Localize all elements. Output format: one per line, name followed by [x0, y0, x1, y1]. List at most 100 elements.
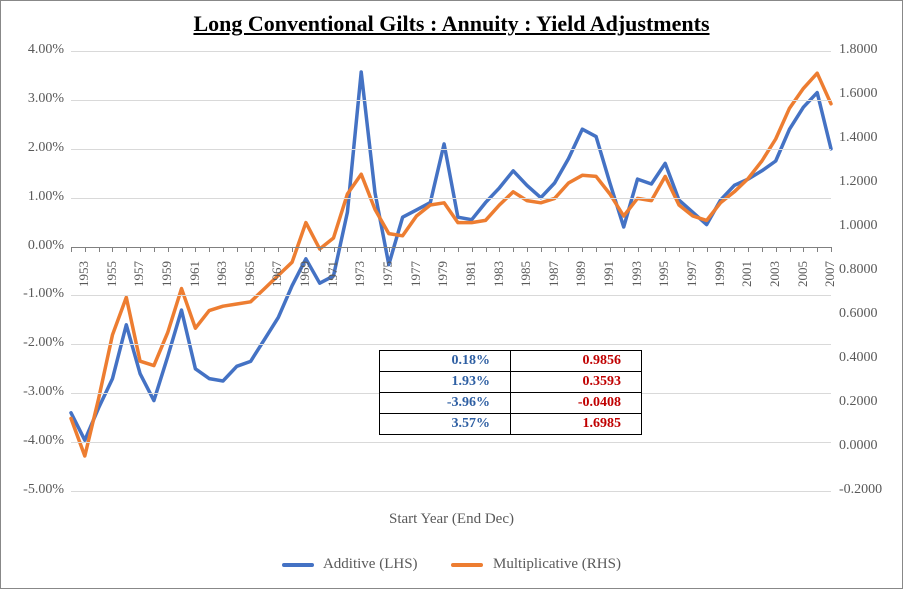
x-tick-label: 1993	[629, 261, 645, 287]
x-tick-label: 2001	[739, 261, 755, 287]
x-tick	[306, 247, 307, 252]
x-tick-label: 1955	[104, 261, 120, 287]
grid-line	[71, 344, 831, 345]
x-tick	[776, 247, 777, 252]
x-tick	[638, 247, 639, 252]
x-tick	[748, 247, 749, 252]
grid-line	[71, 100, 831, 101]
y-right-tick-label: 0.8000	[839, 262, 899, 278]
grid-line	[71, 442, 831, 443]
y-left-tick-label: 1.00%	[4, 189, 64, 205]
x-tick	[168, 247, 169, 252]
legend-swatch-additive	[282, 563, 314, 567]
y-left-tick-label: -5.00%	[4, 482, 64, 498]
x-tick	[361, 247, 362, 252]
x-tick-label: 1977	[408, 261, 424, 287]
y-right-tick-label: 1.6000	[839, 86, 899, 102]
x-tick-label: 1987	[546, 261, 562, 287]
x-tick	[555, 247, 556, 252]
x-tick	[320, 247, 321, 252]
y-left-tick-label: -1.00%	[4, 286, 64, 302]
x-tick	[278, 247, 279, 252]
x-tick-label: 1969	[297, 261, 313, 287]
y-left-tick-label: 3.00%	[4, 91, 64, 107]
x-tick	[223, 247, 224, 252]
y-right-tick-label: 1.2000	[839, 174, 899, 190]
x-tick-label: 1979	[435, 261, 451, 287]
stat-left: -3.96%	[380, 393, 511, 414]
y-right-tick-label: 0.4000	[839, 350, 899, 366]
y-right-tick-label: 0.6000	[839, 306, 899, 322]
legend: Additive (LHS) Multiplicative (RHS)	[1, 556, 902, 573]
x-tick	[472, 247, 473, 252]
chart-container: Long Conventional Gilts : Annuity : Yiel…	[0, 0, 903, 589]
x-tick	[347, 247, 348, 252]
x-tick	[803, 247, 804, 252]
x-tick-label: 1971	[325, 261, 341, 287]
x-tick-label: 1999	[712, 261, 728, 287]
x-tick-label: 1953	[76, 261, 92, 287]
x-tick	[486, 247, 487, 252]
x-tick	[720, 247, 721, 252]
x-tick	[264, 247, 265, 252]
y-left-tick-label: -4.00%	[4, 433, 64, 449]
x-tick-label: 1973	[352, 261, 368, 287]
x-tick	[651, 247, 652, 252]
x-tick	[251, 247, 252, 252]
y-left-tick-label: -3.00%	[4, 384, 64, 400]
y-right-tick-label: 1.8000	[839, 42, 899, 58]
x-tick-label: 1989	[573, 261, 589, 287]
stat-right: 1.6985	[511, 414, 642, 435]
x-tick	[458, 247, 459, 252]
x-tick-label: 1983	[491, 261, 507, 287]
x-tick-label: 1965	[242, 261, 258, 287]
x-tick	[182, 247, 183, 252]
x-tick	[99, 247, 100, 252]
x-tick	[679, 247, 680, 252]
x-tick	[499, 247, 500, 252]
x-tick	[140, 247, 141, 252]
x-tick	[71, 247, 72, 252]
x-tick	[693, 247, 694, 252]
x-tick-label: 2007	[822, 261, 838, 287]
x-tick	[817, 247, 818, 252]
x-tick	[610, 247, 611, 252]
x-tick-label: 1957	[131, 261, 147, 287]
table-row: 3.57%1.6985	[380, 414, 642, 435]
grid-line	[71, 198, 831, 199]
x-tick	[665, 247, 666, 252]
grid-line	[71, 51, 831, 52]
x-tick	[430, 247, 431, 252]
x-tick-label: 1995	[656, 261, 672, 287]
table-row: 0.18%0.9856	[380, 351, 642, 372]
x-tick	[389, 247, 390, 252]
x-tick	[375, 247, 376, 252]
x-tick	[541, 247, 542, 252]
y-left-tick-label: 4.00%	[4, 42, 64, 58]
x-tick	[403, 247, 404, 252]
x-tick	[568, 247, 569, 252]
x-tick-label: 1997	[684, 261, 700, 287]
y-left-tick-label: 0.00%	[4, 238, 64, 254]
x-tick-label: 1991	[601, 261, 617, 287]
stat-right: 0.3593	[511, 372, 642, 393]
stats-table: 0.18%0.9856 1.93%0.3593 -3.96%-0.0408 3.…	[379, 350, 642, 435]
grid-line	[71, 149, 831, 150]
stat-left: 1.93%	[380, 372, 511, 393]
x-tick-label: 1959	[159, 261, 175, 287]
y-right-tick-label: 1.4000	[839, 130, 899, 146]
x-tick	[790, 247, 791, 252]
x-tick	[237, 247, 238, 252]
grid-line	[71, 295, 831, 296]
grid-line	[71, 491, 831, 492]
x-tick-label: 1981	[463, 261, 479, 287]
x-tick	[334, 247, 335, 252]
x-tick	[195, 247, 196, 252]
y-right-tick-label: 0.0000	[839, 438, 899, 454]
table-row: -3.96%-0.0408	[380, 393, 642, 414]
x-tick	[126, 247, 127, 252]
x-tick-label: 2005	[795, 261, 811, 287]
stat-right: -0.0408	[511, 393, 642, 414]
stat-left: 3.57%	[380, 414, 511, 435]
stat-right: 0.9856	[511, 351, 642, 372]
